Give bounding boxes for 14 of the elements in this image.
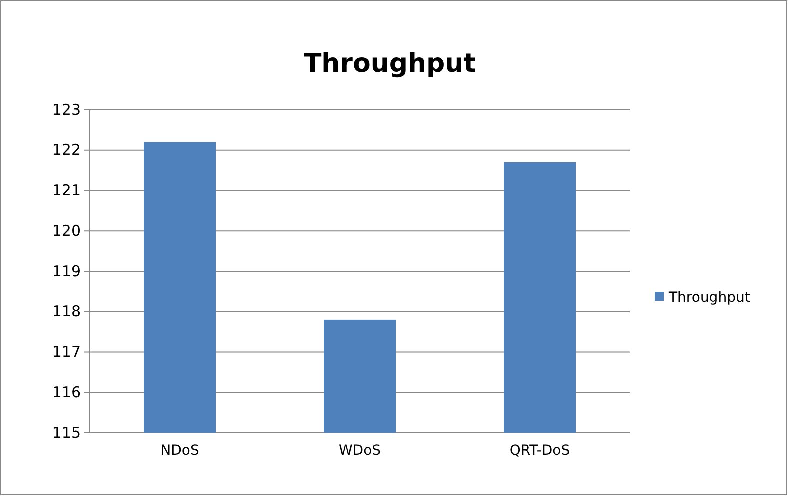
y-tick-label: 116	[52, 383, 81, 402]
y-tick-label: 120	[52, 222, 81, 240]
y-tick-label: 119	[52, 262, 81, 280]
y-tick-label: 121	[52, 182, 81, 200]
y-tick-label: 122	[52, 141, 81, 160]
legend-label: Throughput	[668, 290, 751, 306]
y-tick-label: 118	[52, 302, 81, 321]
y-tick-label: 123	[52, 100, 81, 119]
chart-title: Throughput	[304, 49, 476, 79]
x-tick-label: QRT-DoS	[510, 442, 570, 459]
y-tick-label: 115	[52, 424, 81, 442]
x-tick-label: NDoS	[160, 442, 200, 459]
y-tick-label: 117	[52, 343, 81, 362]
x-tick-label: WDoS	[338, 442, 382, 459]
